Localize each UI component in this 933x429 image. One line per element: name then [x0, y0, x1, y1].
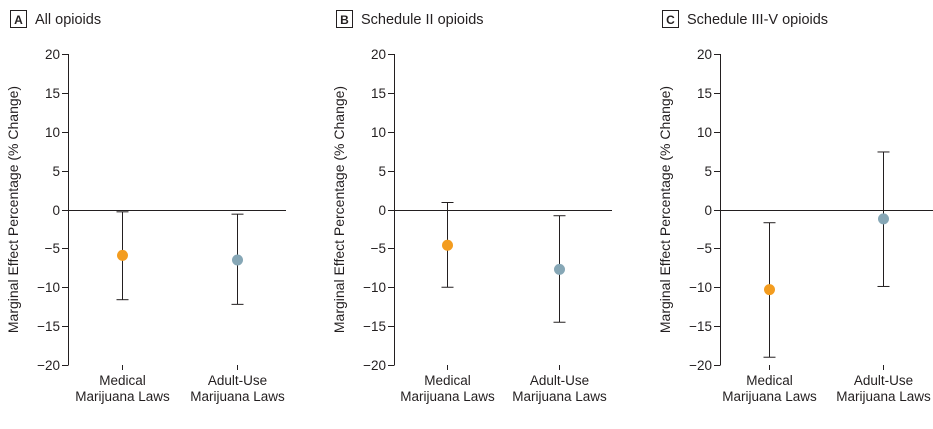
estimate-point [117, 249, 128, 261]
x-category-label: Medical [746, 373, 793, 388]
y-tick-label: −20 [37, 358, 60, 373]
y-tick-label: −20 [363, 358, 386, 373]
x-category-label: Marijuana Laws [722, 389, 817, 404]
y-tick-label: 10 [697, 125, 712, 140]
panel-letter: C [666, 13, 675, 27]
y-tick-label: −5 [697, 241, 712, 256]
y-tick-label: 5 [704, 164, 712, 179]
estimate-point [232, 254, 243, 266]
y-tick-label: 0 [704, 203, 712, 218]
y-tick-label: 15 [371, 86, 386, 101]
y-tick-label: −15 [37, 319, 60, 334]
y-tick-label: 10 [371, 125, 386, 140]
y-tick-label: −10 [363, 280, 386, 295]
y-tick-label: 0 [378, 203, 386, 218]
panel-letter: B [340, 13, 349, 27]
y-tick-label: −5 [371, 241, 386, 256]
y-tick-label: −20 [689, 358, 712, 373]
x-category-label: Marijuana Laws [400, 389, 495, 404]
panel-a: A All opioids 20 15 10 5 0 −5 −10 −15 −20 Marginal … [5, 10, 286, 404]
y-tick-label: 15 [697, 86, 712, 101]
estimate-point [442, 239, 453, 251]
panel-c: C Schedule III-V opioids 20 15 10 5 0 −5 −10 −15 −… [657, 10, 933, 404]
x-category-label: Adult-Use [854, 373, 913, 388]
x-category-label: Marijuana Laws [512, 389, 607, 404]
x-category-label: Marijuana Laws [836, 389, 931, 404]
y-tick-label: 20 [697, 47, 712, 62]
y-tick-label: 20 [371, 47, 386, 62]
estimate-point [764, 284, 775, 296]
y-tick-label: 10 [45, 125, 60, 140]
panel-letter-box [336, 10, 353, 28]
panel-letter: A [14, 13, 23, 27]
estimate-point [554, 263, 565, 275]
y-tick-label: 5 [378, 164, 386, 179]
y-tick-label: −10 [37, 280, 60, 295]
y-tick-label: −15 [689, 319, 712, 334]
y-tick-label: 15 [45, 86, 60, 101]
x-category-label: Medical [99, 373, 146, 388]
panel-b: B Schedule II opioids 20 15 10 5 0 −5 −10 −15 −20 M… [331, 10, 612, 404]
y-axis-title: Marginal Effect Percentage (% Change) [331, 86, 347, 333]
panel-title: Schedule II opioids [361, 12, 484, 28]
panel-title: All opioids [35, 12, 101, 28]
y-tick-label: 20 [45, 47, 60, 62]
y-tick-label: −15 [363, 319, 386, 334]
y-tick-label: 5 [52, 164, 60, 179]
x-category-label: Medical [424, 373, 471, 388]
y-axis-title: Marginal Effect Percentage (% Change) [657, 86, 673, 333]
panel-title: Schedule III-V opioids [687, 12, 828, 28]
estimate-point [878, 213, 889, 225]
x-category-label: Adult-Use [530, 373, 589, 388]
x-category-label: Marijuana Laws [190, 389, 285, 404]
x-category-label: Marijuana Laws [75, 389, 170, 404]
y-tick-label: 0 [52, 203, 60, 218]
panel-letter-box [10, 10, 27, 28]
x-category-label: Adult-Use [208, 373, 267, 388]
y-tick-label: −10 [689, 280, 712, 295]
panel-letter-box [662, 10, 679, 28]
y-axis-title: Marginal Effect Percentage (% Change) [5, 86, 21, 333]
y-tick-label: −5 [45, 241, 60, 256]
